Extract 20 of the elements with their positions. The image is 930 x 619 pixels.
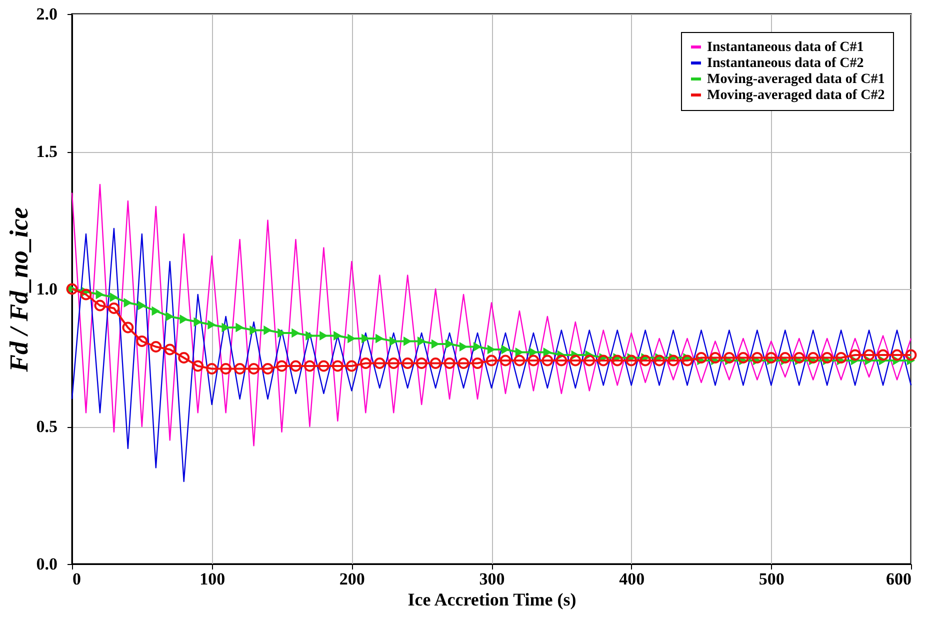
legend-label: Instantaneous data of C#1 [707,40,864,55]
legend-label: Moving-averaged data of C#1 [707,72,885,87]
x-tick-label: 200 [339,570,365,588]
x-tick-label: 0 [72,570,81,588]
x-tick-label: 500 [758,570,784,588]
x-tick-label: 100 [200,570,226,588]
x-tick-label: 300 [479,570,505,588]
legend-label: Moving-averaged data of C#2 [707,88,885,103]
y-axis-title: Fd / Fd_no_ice [4,207,34,373]
x-tick-label: 400 [619,570,645,588]
line-series [71,184,912,446]
y-tick-label: 0.0 [36,554,58,574]
x-tick-label: 600 [886,570,912,588]
y-tick-label: 2.0 [36,4,58,24]
y-tick-label: 0.5 [36,417,58,436]
y-tick-label: 1.0 [36,280,58,298]
line-series [71,228,912,482]
y-tick-label: 1.5 [36,142,58,161]
legend-label: Instantaneous data of C#2 [707,56,864,71]
x-axis-title: Ice Accretion Time (s) [408,590,576,610]
